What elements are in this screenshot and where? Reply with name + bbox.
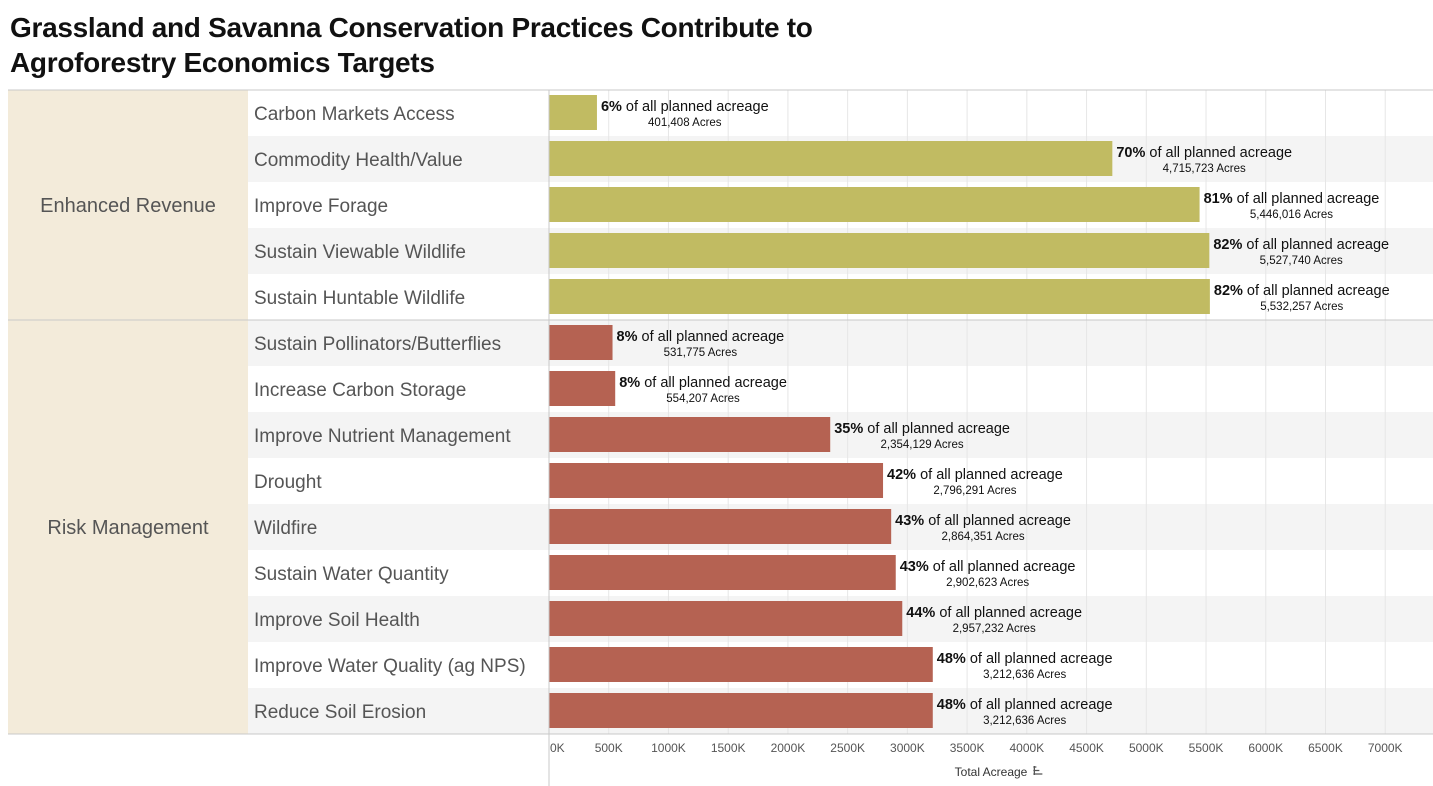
bar[interactable] bbox=[549, 417, 831, 452]
bar-percent-label: 82% of all planned acreage bbox=[1213, 237, 1389, 253]
bar[interactable] bbox=[549, 601, 903, 636]
category-label: Carbon Markets Access bbox=[254, 104, 455, 125]
x-tick-label: 500K bbox=[595, 741, 623, 755]
bar-acres-label: 5,446,016 Acres bbox=[1250, 209, 1333, 221]
bar-percent-label: 35% of all planned acreage bbox=[834, 421, 1010, 437]
x-tick-label: 3500K bbox=[950, 741, 985, 755]
category-label: Improve Soil Health bbox=[254, 610, 420, 631]
bar[interactable] bbox=[549, 693, 933, 728]
bar-acres-label: 2,864,351 Acres bbox=[941, 531, 1024, 543]
x-tick-label: 2500K bbox=[830, 741, 865, 755]
category-label: Sustain Viewable Wildlife bbox=[254, 242, 466, 263]
category-label: Increase Carbon Storage bbox=[254, 380, 466, 401]
bar[interactable] bbox=[549, 325, 613, 360]
category-label: Sustain Pollinators/Butterflies bbox=[254, 334, 501, 355]
x-tick-label: 4000K bbox=[1009, 741, 1044, 755]
bar-acres-label: 2,796,291 Acres bbox=[933, 485, 1016, 497]
bar-acres-label: 554,207 Acres bbox=[666, 393, 740, 405]
x-tick-label: 6000K bbox=[1248, 741, 1283, 755]
bar-acres-label: 3,212,636 Acres bbox=[983, 715, 1066, 727]
x-tick-label: 5000K bbox=[1129, 741, 1164, 755]
x-axis-title: Total Acreage bbox=[955, 765, 1028, 779]
bar-acres-label: 5,527,740 Acres bbox=[1260, 255, 1343, 267]
bar-acres-label: 3,212,636 Acres bbox=[983, 669, 1066, 681]
bar-percent-label: 48% of all planned acreage bbox=[937, 651, 1113, 667]
bar-percent-label: 6% of all planned acreage bbox=[601, 99, 769, 115]
chart-title-line-2: Agroforestry Economics Targets bbox=[10, 47, 435, 78]
bar[interactable] bbox=[549, 509, 892, 544]
x-tick-label: 6500K bbox=[1308, 741, 1343, 755]
bar-percent-label: 44% of all planned acreage bbox=[906, 605, 1082, 621]
x-tick-label: 7000K bbox=[1368, 741, 1403, 755]
chart-title: Grassland and Savanna Conservation Pract… bbox=[10, 10, 910, 80]
x-tick-label: 3000K bbox=[890, 741, 925, 755]
bar[interactable] bbox=[549, 95, 597, 130]
group-band bbox=[8, 90, 248, 320]
category-label: Improve Water Quality (ag NPS) bbox=[254, 656, 526, 677]
bar-percent-label: 81% of all planned acreage bbox=[1204, 191, 1380, 207]
bar[interactable] bbox=[549, 555, 896, 590]
bar-acres-label: 5,532,257 Acres bbox=[1260, 301, 1343, 313]
row-background bbox=[248, 320, 1433, 366]
category-label: Reduce Soil Erosion bbox=[254, 702, 426, 723]
category-label: Drought bbox=[254, 472, 322, 493]
category-label: Sustain Huntable Wildlife bbox=[254, 288, 465, 309]
group-label: Enhanced Revenue bbox=[40, 195, 216, 217]
group-band bbox=[8, 320, 248, 734]
category-label: Wildfire bbox=[254, 518, 317, 539]
bar[interactable] bbox=[549, 371, 616, 406]
category-label: Sustain Water Quantity bbox=[254, 564, 449, 585]
x-tick-label: 4500K bbox=[1069, 741, 1104, 755]
bar[interactable] bbox=[549, 463, 884, 498]
bar-percent-label: 82% of all planned acreage bbox=[1214, 283, 1390, 299]
bar[interactable] bbox=[549, 141, 1113, 176]
category-label: Improve Forage bbox=[254, 196, 388, 217]
bar-acres-label: 2,902,623 Acres bbox=[946, 577, 1029, 589]
bar[interactable] bbox=[549, 233, 1210, 268]
bar-percent-label: 8% of all planned acreage bbox=[619, 375, 787, 391]
bar-acres-label: 2,354,129 Acres bbox=[881, 439, 964, 451]
x-tick-label: 0K bbox=[550, 741, 565, 755]
bar[interactable] bbox=[549, 647, 933, 682]
bar-percent-label: 43% of all planned acreage bbox=[895, 513, 1071, 529]
bar[interactable] bbox=[549, 279, 1210, 314]
bar-acres-label: 4,715,723 Acres bbox=[1163, 163, 1246, 175]
sort-icon[interactable] bbox=[1033, 766, 1043, 775]
bar-acres-label: 2,957,232 Acres bbox=[953, 623, 1036, 635]
bar-acres-label: 531,775 Acres bbox=[664, 347, 738, 359]
bar-percent-label: 43% of all planned acreage bbox=[900, 559, 1076, 575]
bar-percent-label: 70% of all planned acreage bbox=[1116, 145, 1292, 161]
group-label: Risk Management bbox=[47, 517, 209, 539]
category-label: Improve Nutrient Management bbox=[254, 426, 511, 447]
row-background bbox=[248, 412, 1433, 458]
chart-title-line-1: Grassland and Savanna Conservation Pract… bbox=[10, 12, 813, 43]
x-tick-label: 1000K bbox=[651, 741, 686, 755]
bar-percent-label: 8% of all planned acreage bbox=[617, 329, 785, 345]
x-tick-label: 2000K bbox=[771, 741, 806, 755]
x-tick-label: 5500K bbox=[1189, 741, 1224, 755]
x-tick-label: 1500K bbox=[711, 741, 746, 755]
bar[interactable] bbox=[549, 187, 1200, 222]
category-label: Commodity Health/Value bbox=[254, 150, 463, 171]
bar-percent-label: 42% of all planned acreage bbox=[887, 467, 1063, 483]
bar-acres-label: 401,408 Acres bbox=[648, 117, 722, 129]
bar-percent-label: 48% of all planned acreage bbox=[937, 697, 1113, 713]
